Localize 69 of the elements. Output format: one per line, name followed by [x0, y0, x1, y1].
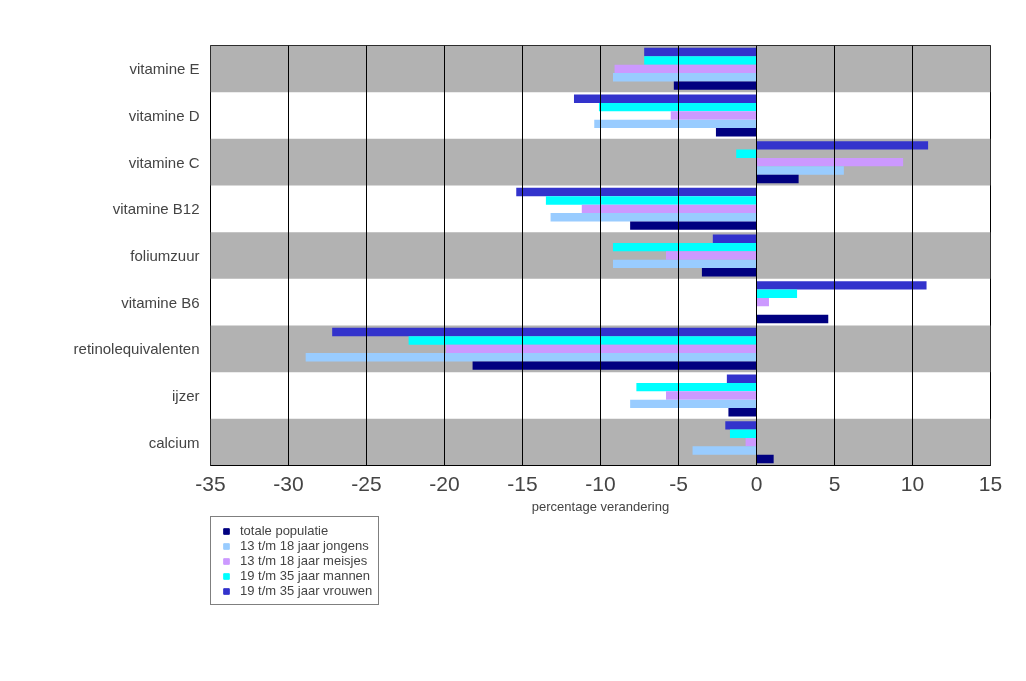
bar	[305, 353, 757, 362]
bar	[612, 242, 757, 252]
bar	[756, 297, 769, 307]
bar	[598, 102, 757, 112]
bar	[408, 336, 757, 345]
bar	[594, 119, 757, 129]
x-tick-label: -20	[429, 471, 460, 495]
bar	[612, 259, 757, 269]
bar	[581, 204, 757, 214]
x-tick-label: -5	[669, 471, 688, 495]
bar	[729, 429, 757, 438]
bar	[756, 174, 799, 184]
bar	[614, 64, 757, 74]
bar	[728, 408, 757, 417]
x-tick-label: 0	[750, 471, 763, 495]
y-tick-label: vitamine B6	[121, 293, 200, 311]
bar	[666, 251, 757, 260]
x-axis-title: percentage verandering	[531, 498, 670, 514]
bar	[612, 73, 757, 82]
y-tick-label: vitamine E	[129, 60, 200, 78]
bar	[472, 361, 757, 370]
bar	[516, 187, 757, 197]
bar	[550, 213, 757, 222]
legend-label: totale populatie	[240, 523, 329, 538]
bar	[644, 56, 757, 65]
bar	[756, 281, 927, 290]
x-tick-label: -30	[273, 471, 304, 495]
bar	[756, 141, 929, 150]
bar	[715, 128, 757, 137]
bar	[545, 196, 757, 205]
x-tick-label: 10	[900, 471, 925, 495]
legend-label: 19 t/m 35 jaar vrouwen	[240, 583, 373, 598]
y-tick-label: retinolequivalenten	[73, 340, 200, 358]
y-tick-label: ijzer	[172, 387, 200, 404]
y-tick-label: foliumzuur	[130, 247, 200, 264]
bar	[636, 382, 757, 392]
legend-label: 19 t/m 35 jaar mannen	[240, 568, 371, 583]
x-tick-label: -10	[585, 471, 616, 495]
y-tick-label: calcium	[148, 433, 200, 451]
legend-label: 13 t/m 18 jaar meisjes	[240, 553, 368, 568]
bar	[644, 47, 757, 57]
x-tick-label: 5	[828, 471, 841, 495]
bar	[332, 327, 757, 337]
bar	[756, 157, 904, 167]
bar	[756, 454, 774, 464]
x-tick-label: -25	[351, 471, 382, 495]
bar	[666, 391, 757, 400]
bar	[630, 399, 757, 409]
bar	[756, 166, 844, 175]
x-tick-label: -35	[195, 471, 226, 495]
x-tick-label: -15	[507, 471, 538, 495]
bar	[736, 149, 757, 158]
y-tick-label: vitamine C	[128, 153, 200, 171]
bar	[692, 446, 757, 455]
bar	[630, 221, 757, 230]
y-tick-label: vitamine D	[128, 107, 200, 124]
bar	[446, 344, 757, 354]
bar	[756, 314, 829, 324]
bar	[573, 94, 757, 103]
x-tick-label: 15	[978, 471, 1003, 495]
bar	[670, 111, 757, 120]
bar	[726, 374, 757, 383]
bar	[701, 268, 757, 277]
bar	[725, 421, 757, 430]
bar	[673, 81, 757, 90]
y-tick-label: vitamine B12	[112, 200, 200, 218]
legend-label: 13 t/m 18 jaar jongens	[240, 538, 369, 553]
bar	[712, 234, 757, 243]
bar	[756, 289, 798, 298]
